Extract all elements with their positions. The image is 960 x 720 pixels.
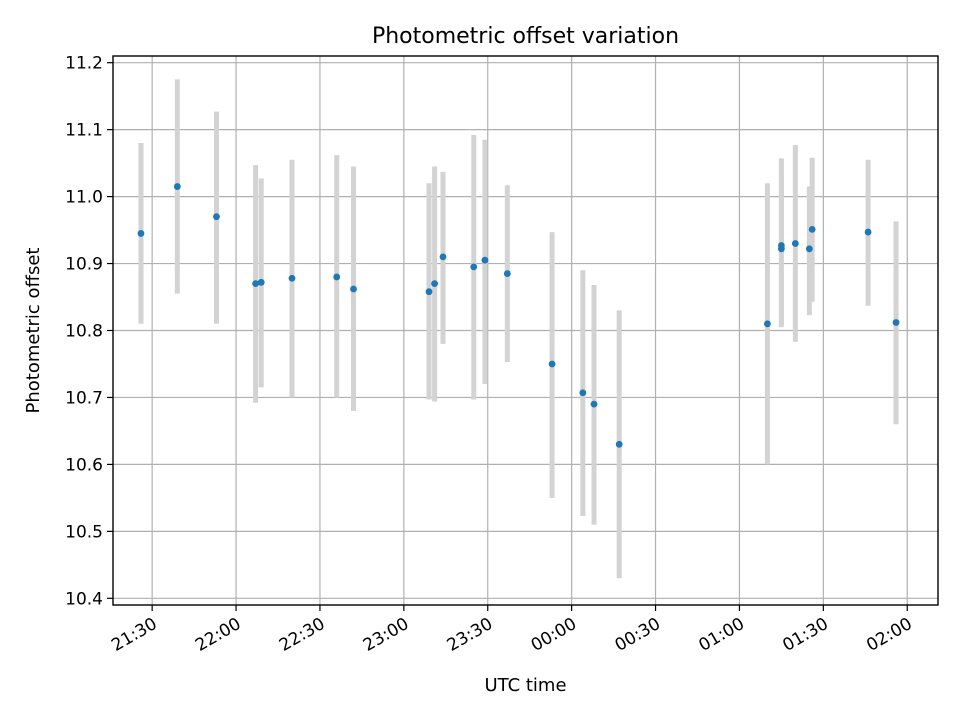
y-tick-label: 10.5 <box>65 522 103 542</box>
data-point <box>791 240 799 247</box>
data-point <box>481 256 489 264</box>
data-point <box>548 360 556 368</box>
x-tick-label: 00:30 <box>612 614 664 656</box>
data-points <box>137 183 900 448</box>
data-point <box>173 183 181 190</box>
x-axis-label: UTC time <box>484 675 566 696</box>
data-point <box>470 263 478 271</box>
x-tick-label: 22:00 <box>192 614 244 656</box>
data-point <box>615 440 623 448</box>
y-axis-label: Photometric offset <box>23 248 44 414</box>
data-point <box>333 273 341 281</box>
y-tick-label: 11.0 <box>65 188 103 208</box>
x-tick-label: 23:00 <box>360 614 412 656</box>
data-point <box>777 245 785 253</box>
y-tick-label: 10.8 <box>65 322 103 342</box>
x-tick-label: 02:00 <box>863 614 915 656</box>
data-point <box>764 320 771 328</box>
y-tick-label: 11.2 <box>65 54 103 74</box>
data-point <box>864 228 872 236</box>
x-tick-label: 01:30 <box>779 614 831 656</box>
data-point <box>439 253 447 261</box>
y-tick-label: 11.1 <box>65 121 103 141</box>
data-point <box>579 389 587 397</box>
chart-title: Photometric offset variation <box>372 24 679 49</box>
grid <box>113 56 938 605</box>
x-tick-label: 00:00 <box>528 614 580 656</box>
y-tick-label: 10.4 <box>65 589 103 609</box>
x-tick-label: 23:30 <box>444 614 496 656</box>
data-point <box>350 285 357 293</box>
y-tick-label: 10.6 <box>65 455 103 475</box>
data-point <box>590 400 598 408</box>
axis-ticks: 21:30 22:00 22:30 23:00 23:30 00:00 00:30 01:00… <box>65 54 916 656</box>
data-point <box>431 280 439 288</box>
data-point <box>503 270 511 277</box>
data-point <box>257 278 265 286</box>
data-point <box>425 288 433 296</box>
data-point <box>213 213 220 221</box>
data-point <box>288 274 296 282</box>
y-tick-label: 10.9 <box>65 255 103 275</box>
data-point <box>137 230 145 237</box>
x-tick-label: 21:30 <box>108 614 160 656</box>
data-point <box>805 245 813 253</box>
x-tick-label: 22:30 <box>276 614 328 656</box>
x-tick-label: 01:00 <box>696 614 748 656</box>
data-point <box>892 319 900 326</box>
error-bars <box>138 79 899 579</box>
data-point <box>252 280 260 288</box>
data-point <box>808 226 816 233</box>
y-tick-label: 10.7 <box>65 388 103 408</box>
